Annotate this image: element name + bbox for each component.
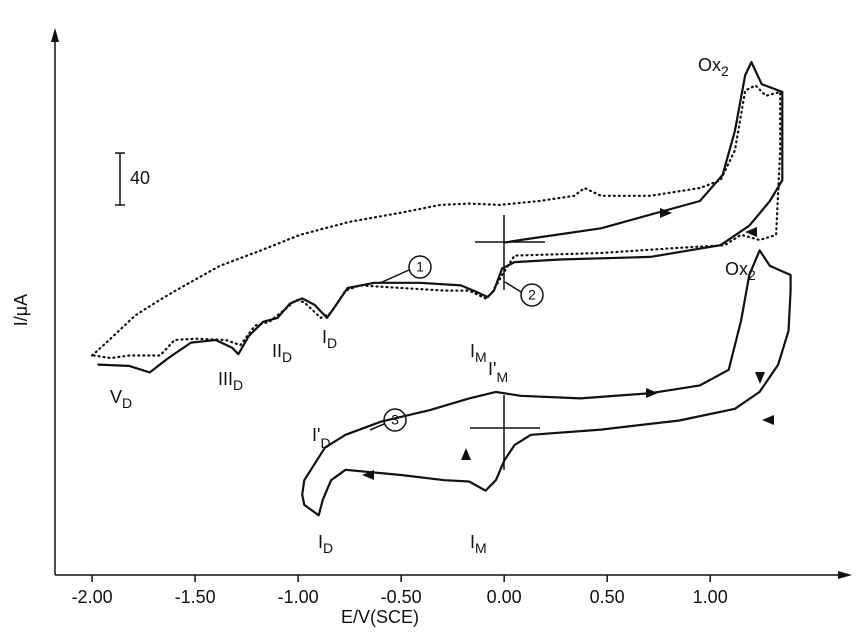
peak-text: II (272, 341, 282, 361)
peak-sub: D (282, 349, 292, 365)
peak-label: I'M (488, 359, 508, 385)
x-axis-arrow (838, 571, 852, 579)
scan-arrow (762, 415, 774, 425)
peak-text: Ox (725, 259, 748, 279)
peak-label: Ox2 (725, 259, 756, 283)
x-tick-label: -1.50 (175, 587, 216, 607)
leader-line (379, 269, 410, 284)
scan-arrow (461, 448, 471, 460)
x-tick-label: 0.00 (487, 587, 522, 607)
peak-sub: D (327, 335, 337, 351)
leader-line (504, 281, 522, 293)
peak-label: I'D (312, 425, 331, 451)
scan-arrow (755, 372, 765, 384)
peak-sub: D (233, 377, 243, 393)
peak-text: I (470, 341, 475, 361)
peak-text: I' (312, 425, 320, 445)
curve-label: 3 (391, 412, 399, 428)
scan-arrow (745, 227, 757, 237)
peak-label: IID (272, 341, 292, 365)
peak-sub: D (320, 435, 330, 451)
peak-text: I (322, 327, 327, 347)
peak-text: Ox (698, 55, 721, 75)
curve-marker (520, 283, 544, 307)
leader-line (369, 423, 385, 431)
peak-label: IM (470, 341, 487, 365)
peak-label: ID (318, 532, 333, 556)
peak-label: IIID (218, 369, 243, 393)
peak-label: Ox2 (698, 55, 729, 79)
scale-bar-label: 40 (130, 168, 150, 188)
peak-sub: M (475, 349, 487, 365)
peak-sub: M (496, 369, 508, 385)
curve-marker (408, 255, 432, 279)
peak-text: I' (488, 359, 496, 379)
x-tick-label: 0.50 (590, 587, 625, 607)
peak-text: V (110, 387, 122, 407)
peak-text: I (318, 532, 323, 552)
x-tick-label: -0.50 (381, 587, 422, 607)
x-tick-label: -1.00 (278, 587, 319, 607)
peak-label: VD (110, 387, 132, 411)
peak-sub: D (323, 540, 333, 556)
y-axis-label: I/μA (11, 294, 31, 326)
x-tick-label: -2.00 (72, 587, 113, 607)
peak-sub: D (122, 395, 132, 411)
voltammogram-curve (301, 249, 792, 517)
y-axis-arrow (51, 28, 59, 42)
peak-sub: 2 (721, 63, 729, 79)
x-axis-label: E/V(SCE) (341, 607, 419, 627)
curve-label: 1 (416, 259, 424, 275)
peak-sub: 2 (748, 267, 756, 283)
curve-label: 2 (528, 287, 536, 303)
voltammogram-curve (97, 61, 784, 374)
x-tick-label: 1.00 (693, 587, 728, 607)
voltammogram-curve (91, 84, 782, 360)
peak-label: IM (470, 532, 487, 556)
peak-label: ID (322, 327, 337, 351)
peak-sub: M (475, 540, 487, 556)
peak-text: III (218, 369, 233, 389)
peak-text: I (470, 532, 475, 552)
